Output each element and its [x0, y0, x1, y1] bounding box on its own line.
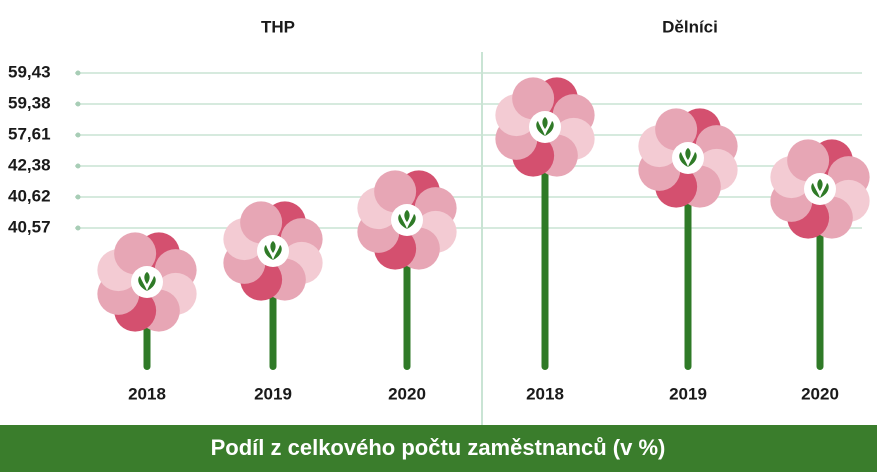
- y-tick-label: 40,57: [8, 217, 51, 236]
- panel-title: THP: [261, 17, 295, 36]
- chart: Podíl z celkového počtu zaměstnanců (v %…: [0, 0, 877, 472]
- flower: [638, 108, 737, 207]
- flower: [770, 139, 869, 238]
- flower: [97, 232, 196, 331]
- y-tick-label: 57,61: [8, 124, 51, 143]
- x-tick-label: 2018: [526, 384, 564, 403]
- y-tick-label: 59,43: [8, 62, 51, 81]
- grid-dot: [76, 102, 81, 107]
- x-tick-label: 2019: [669, 384, 707, 403]
- y-tick-label: 42,38: [8, 155, 51, 174]
- grid-dot: [76, 226, 81, 231]
- flower: [357, 170, 456, 269]
- flower: [223, 201, 322, 300]
- grid-dot: [76, 164, 81, 169]
- x-tick-label: 2020: [801, 384, 839, 403]
- x-tick-label: 2019: [254, 384, 292, 403]
- x-tick-label: 2020: [388, 384, 426, 403]
- y-tick-label: 59,38: [8, 93, 51, 112]
- chart-title: Podíl z celkového počtu zaměstnanců (v %…: [211, 435, 666, 460]
- grid-dot: [76, 133, 81, 138]
- panel-title: Dělníci: [662, 17, 718, 36]
- grid-dot: [76, 195, 81, 200]
- flower: [495, 77, 594, 176]
- x-tick-label: 2018: [128, 384, 166, 403]
- y-tick-label: 40,62: [8, 186, 51, 205]
- grid-dot: [76, 71, 81, 76]
